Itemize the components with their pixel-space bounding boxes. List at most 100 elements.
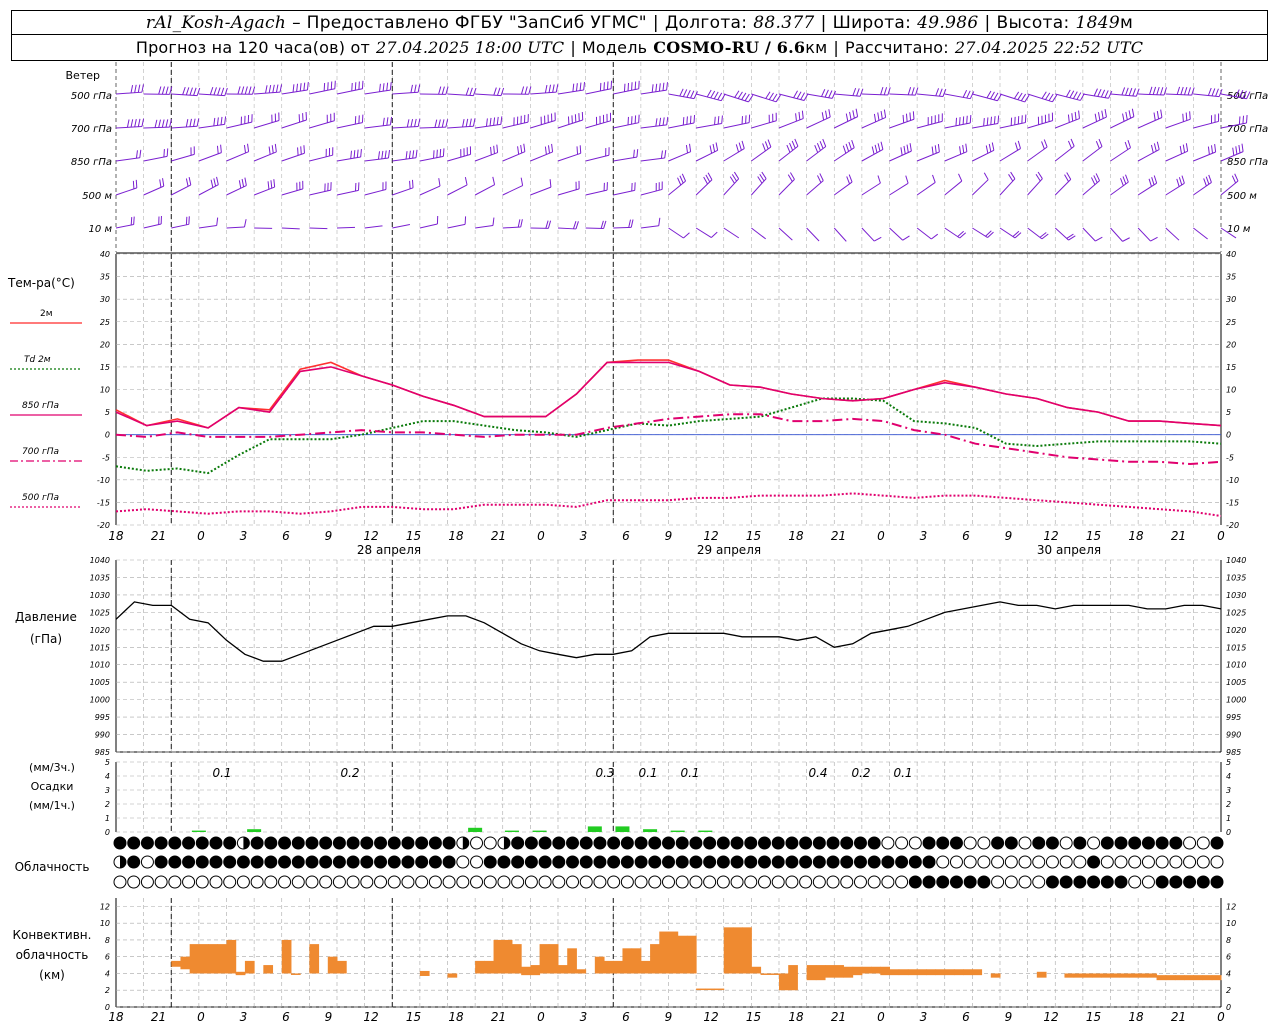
wind-barb-feather xyxy=(465,87,470,96)
cloud-symbol xyxy=(991,875,1005,889)
conv-tick-left: 0 xyxy=(105,1003,110,1012)
wind-barb-feather xyxy=(496,116,499,125)
wind-barb-shaft xyxy=(778,179,795,196)
wind-barb-feather xyxy=(1125,111,1128,120)
cloud-fill-full xyxy=(950,876,963,888)
wind-barb-feather xyxy=(462,119,465,128)
wind-barb-feather xyxy=(445,86,449,95)
wind-barb-feather xyxy=(544,146,547,155)
wind-barb-feather xyxy=(493,145,495,154)
wind-barb-feather xyxy=(292,84,295,93)
cloud-fill-full xyxy=(566,856,579,868)
cloud-symbol xyxy=(319,875,333,889)
cloud-fill-full xyxy=(114,837,126,849)
cloud-fill-full xyxy=(1142,837,1155,849)
wind-barb-feather xyxy=(1045,92,1051,100)
cloud-symbol xyxy=(140,875,154,889)
conv-bar xyxy=(235,971,246,976)
wind-barb-feather xyxy=(441,119,445,128)
wind-barb-feather xyxy=(689,115,692,124)
time-tick-label: 18 xyxy=(788,1010,804,1024)
conv-bar xyxy=(558,965,568,974)
wind-barb-feather xyxy=(196,87,201,96)
cloud-fill-full xyxy=(278,856,291,868)
wind-barb-shaft xyxy=(640,225,659,229)
temp-tick-right: 40 xyxy=(1226,250,1236,259)
cloud-symbol xyxy=(675,875,689,889)
wind-barb-shaft xyxy=(309,189,331,196)
wind-barb-feather xyxy=(1095,140,1100,149)
wind-barb-feather xyxy=(410,84,413,93)
conv-bar xyxy=(1128,973,1139,978)
conv-bar xyxy=(779,973,789,991)
wind-barb-feather xyxy=(500,87,505,96)
conv-bar xyxy=(576,969,587,974)
cloud-symbol xyxy=(1128,855,1142,869)
time-tick-label: 12 xyxy=(363,1010,378,1024)
wind-barb-feather xyxy=(137,84,141,93)
wind-barb-feather xyxy=(303,82,306,91)
wind-barb-feather xyxy=(734,90,740,98)
wind-barb-feather xyxy=(196,118,200,127)
wind-barb-feather xyxy=(1187,87,1191,96)
wind-barb-feather xyxy=(267,181,270,190)
wind-barb-shaft xyxy=(557,227,577,230)
wind-barb-shaft xyxy=(640,89,667,95)
cloud-fill-full xyxy=(1197,876,1210,888)
wind-barb-shaft xyxy=(392,91,419,95)
conv-bar xyxy=(631,948,642,974)
wind-barb-shaft xyxy=(198,93,225,97)
wind-barb-shaft xyxy=(226,151,249,162)
cloud-fill-full xyxy=(772,856,785,868)
wind-barb-feather xyxy=(433,150,435,159)
conv-bar xyxy=(1092,973,1102,978)
wind-barb-feather xyxy=(297,147,299,156)
wind-barb-shaft xyxy=(557,119,583,129)
wind-barb-feather xyxy=(729,176,735,184)
lat-value: 49.986 xyxy=(917,12,979,33)
cloud-symbol xyxy=(977,836,991,850)
cloud-symbol xyxy=(991,855,1005,869)
wind-barb-feather xyxy=(500,116,503,125)
cloud-fill-full xyxy=(1073,837,1086,849)
time-tick-label: 21 xyxy=(1171,529,1186,543)
wind-barb-feather xyxy=(907,87,912,95)
wind-barb-feather xyxy=(1185,143,1189,152)
time-tick-label: 0 xyxy=(197,529,205,543)
wind-barb-feather xyxy=(492,217,495,226)
pres-tick-right: 1010 xyxy=(1226,661,1246,670)
precip-bar xyxy=(615,826,630,832)
wind-barb-feather xyxy=(707,172,713,180)
wind-barb-shaft xyxy=(1165,182,1185,196)
wind-barb-feather xyxy=(796,91,802,99)
wind-barb-feather xyxy=(764,141,769,150)
wind-barb-shaft xyxy=(833,181,853,196)
wind-barb-shaft xyxy=(806,146,827,162)
wind-barb-shaft xyxy=(723,93,749,103)
wind-barb-shaft xyxy=(972,149,995,162)
precip-bar xyxy=(468,827,483,832)
cloud-fill-full xyxy=(593,856,606,868)
conv-bar xyxy=(217,944,227,974)
pres-tick-left: 1010 xyxy=(90,661,110,670)
wind-level-label: 10 м xyxy=(89,224,113,235)
cloud-fill-full xyxy=(182,837,195,849)
wind-barb-shaft xyxy=(1082,180,1100,196)
wind-barb-feather xyxy=(133,216,135,225)
wind-level-label: 500 гПа xyxy=(71,91,112,102)
time-tick-label: 0 xyxy=(877,1010,885,1024)
wind-barb-shaft xyxy=(640,188,663,196)
wind-barb-feather xyxy=(1163,87,1167,96)
wind-barb-feather xyxy=(824,89,829,98)
cloud-symbol xyxy=(757,875,771,889)
wind-barb-shaft xyxy=(944,122,971,129)
wind-barb-feather xyxy=(265,85,268,94)
precip-tick-left: 2 xyxy=(105,800,110,809)
cloud-fill-full xyxy=(964,876,977,888)
wind-barb-shaft xyxy=(1027,93,1053,103)
pres-tick-right: 1040 xyxy=(1226,556,1246,565)
wind-barb-feather xyxy=(243,219,247,228)
precip-tick-left: 1 xyxy=(105,814,110,823)
conv-bar xyxy=(281,939,292,974)
wind-barb-feather xyxy=(182,86,186,95)
